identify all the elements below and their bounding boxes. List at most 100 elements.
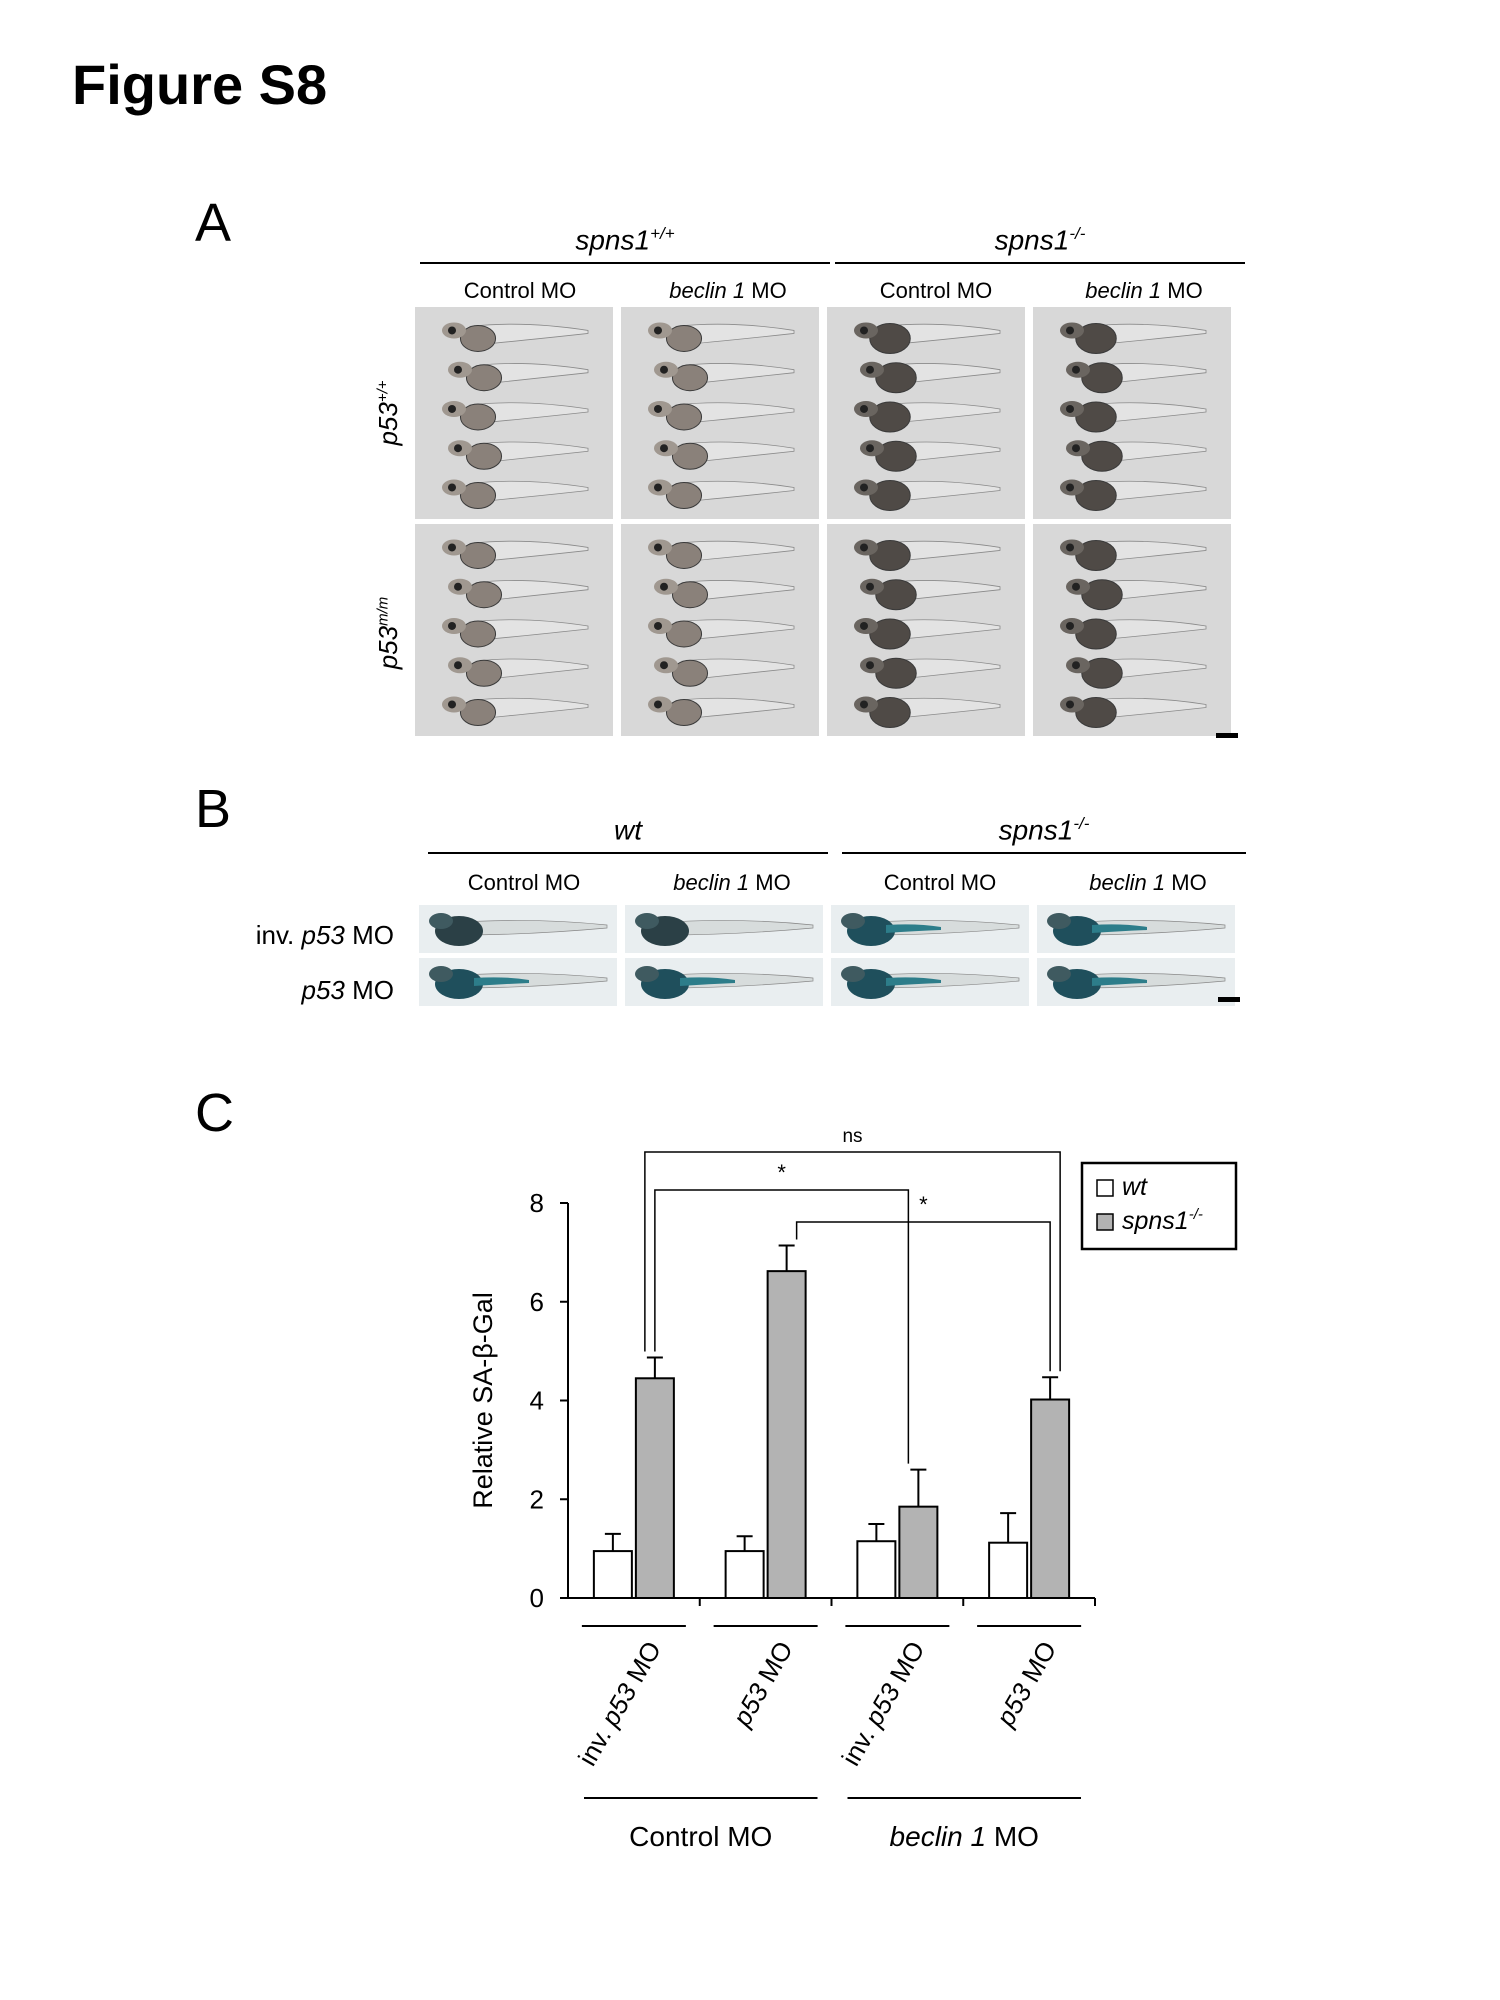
stained-embryo-photo: [831, 958, 1029, 1006]
y-tick-label: 6: [530, 1287, 544, 1317]
stained-embryo-photo: [1037, 958, 1235, 1006]
embryo: [442, 617, 589, 648]
stained-embryo: [1047, 966, 1226, 999]
panel-a-scale-bar: [1216, 733, 1238, 738]
panel-a-group-label-1: spns1+/+: [575, 224, 675, 256]
category-label: p53 MO: [726, 1636, 799, 1732]
panel-b-group-label-1: wt: [614, 814, 642, 846]
panel-b-group-label-2: spns1-/-: [998, 814, 1090, 846]
panel-b-col-label-4: beclin 1 MO: [1089, 870, 1207, 895]
stained-embryo-photo: [419, 905, 617, 953]
embryo: [1060, 400, 1207, 433]
embryo: [448, 361, 589, 392]
embryo: [654, 657, 795, 687]
panel-a-col-label-4: beclin 1 MO: [1085, 278, 1203, 303]
legend-box: [1080, 1161, 1238, 1251]
embryo: [648, 539, 795, 569]
embryo-image: [854, 539, 1001, 728]
embryo: [1060, 322, 1207, 354]
panel-b-group-line-1: [428, 852, 828, 854]
embryo: [854, 539, 1001, 571]
bar: [898, 1505, 939, 1599]
stained-embryo: [635, 966, 814, 999]
embryo: [648, 479, 795, 509]
embryo: [648, 696, 795, 726]
bar: [1030, 1398, 1071, 1599]
stained-embryo: [841, 966, 1020, 999]
embryo: [442, 696, 589, 726]
stained-embryo: [1047, 913, 1226, 946]
embryo-image: [854, 322, 1001, 511]
stained-embryo-photo: [419, 958, 617, 1006]
stained-embryo: [841, 913, 1020, 946]
embryo-image: [442, 322, 589, 509]
embryo-photo: [621, 307, 819, 519]
panel-a-group-label-2: spns1-/-: [994, 224, 1086, 256]
embryo: [860, 361, 1001, 394]
significance-bracket: [795, 1221, 1051, 1372]
panel-b-row-label-1: inv. p53 MO: [255, 920, 394, 950]
stained-embryo: [635, 913, 814, 946]
embryo: [854, 696, 1001, 728]
embryo-photo: [415, 307, 613, 519]
panel-b-col-label-3: Control MO: [883, 870, 997, 895]
stained-embryo: [429, 913, 608, 946]
embryo-image: [648, 539, 795, 726]
embryo: [448, 440, 589, 470]
bar: [592, 1550, 633, 1599]
significance-label: *: [919, 1192, 928, 1217]
embryo: [860, 578, 1001, 611]
y-tick-label: 4: [530, 1386, 544, 1416]
panel-a-col-label-3: Control MO: [879, 278, 993, 303]
panel-b-scale-bar: [1218, 997, 1240, 1002]
stained-embryo-photo: [1037, 905, 1235, 953]
group-label: Control MO: [629, 1821, 772, 1852]
panel-b-col-label-1: Control MO: [467, 870, 581, 895]
embryo: [854, 479, 1001, 511]
legend-swatch: [1096, 1213, 1114, 1231]
embryo: [448, 657, 589, 687]
embryo: [648, 400, 795, 431]
y-axis-label: Relative SA-β-Gal: [468, 1292, 498, 1509]
significance-bracket: [654, 1189, 910, 1464]
stained-embryo-photo: [625, 905, 823, 953]
embryo: [1060, 479, 1207, 511]
significance-label: ns: [842, 1126, 862, 1147]
embryo: [854, 617, 1001, 650]
panel-a-col-label-1: Control MO: [463, 278, 577, 303]
embryo-photo: [621, 524, 819, 736]
panel-b-col-label-2: beclin 1 MO: [673, 870, 791, 895]
embryo-image: [442, 539, 589, 726]
bar: [766, 1270, 807, 1599]
panel-a-group-line-1: [420, 262, 830, 264]
embryo: [442, 400, 589, 431]
embryo: [860, 657, 1001, 689]
panel-c-letter: C: [195, 1083, 234, 1143]
category-label: p53 MO: [990, 1636, 1063, 1732]
embryo: [854, 322, 1001, 354]
significance-bracket: [644, 1151, 1061, 1372]
stained-embryo: [429, 966, 608, 999]
panel-b-letter: B: [195, 779, 232, 839]
panel-b-group-line-2: [842, 852, 1246, 854]
embryo: [648, 617, 795, 648]
panel-b-row-label-2: p53 MO: [301, 975, 395, 1005]
bar: [988, 1541, 1029, 1599]
panel-a-letter: A: [195, 193, 232, 253]
embryo-photo: [827, 307, 1025, 519]
figure-title: Figure S8: [72, 53, 328, 116]
embryo: [860, 440, 1001, 472]
embryo: [1060, 617, 1207, 650]
embryo: [654, 361, 795, 392]
embryo: [654, 578, 795, 609]
y-tick-label: 8: [530, 1188, 544, 1218]
embryo: [442, 322, 589, 352]
embryo: [1060, 696, 1207, 728]
embryo-photo: [827, 524, 1025, 736]
embryo: [442, 479, 589, 509]
embryo: [654, 440, 795, 470]
category-label: inv. p53 MO: [572, 1636, 667, 1771]
bar: [856, 1540, 897, 1599]
y-tick-label: 2: [530, 1484, 544, 1514]
